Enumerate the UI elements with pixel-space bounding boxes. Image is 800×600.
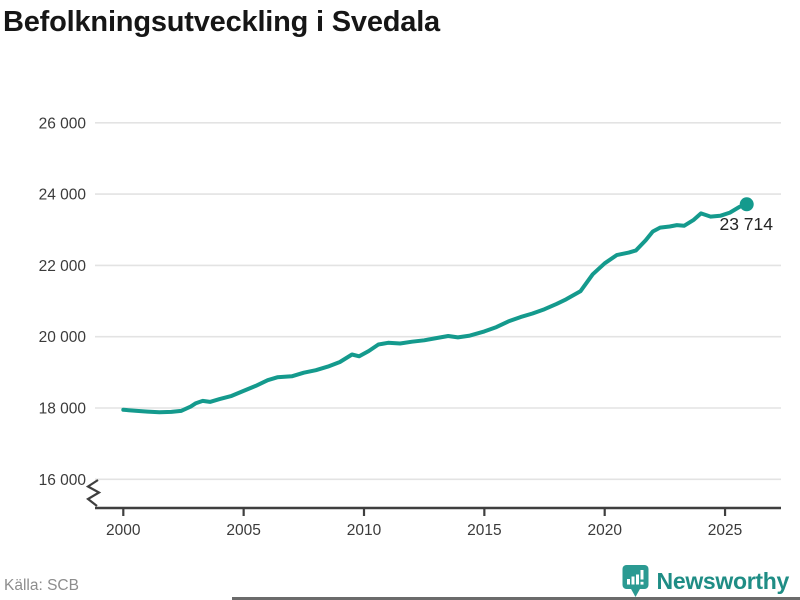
source-label: Källa: SCB bbox=[4, 577, 79, 594]
x-tick-label: 2015 bbox=[467, 522, 501, 539]
x-tick-label: 2010 bbox=[347, 522, 382, 539]
x-tick-label: 2020 bbox=[587, 522, 622, 539]
chart-title: Befolkningsutveckling i Svedala bbox=[3, 6, 440, 38]
bar-chart-speech-bubble-icon bbox=[622, 565, 649, 597]
y-tick-label: 26 000 bbox=[39, 115, 87, 132]
population-line bbox=[121, 202, 749, 415]
last-value-label: 23 714 bbox=[719, 214, 773, 234]
brand-name: Newsworthy bbox=[656, 567, 790, 594]
y-tick-label: 16 000 bbox=[39, 472, 87, 489]
y-tick-label: 22 000 bbox=[39, 258, 87, 275]
y-tick-label: 20 000 bbox=[39, 329, 87, 346]
y-tick-label: 18 000 bbox=[39, 401, 87, 418]
x-tick-label: 2005 bbox=[226, 522, 260, 539]
horizontal-scrollbar-thumb[interactable] bbox=[232, 597, 800, 600]
y-tick-label: 24 000 bbox=[39, 187, 87, 204]
last-point-dot bbox=[739, 197, 754, 212]
axis-break-icon bbox=[85, 479, 102, 507]
newsworthy-branding: Newsworthy bbox=[621, 564, 789, 598]
x-tick-label: 2025 bbox=[708, 522, 742, 539]
x-tick-label: 2000 bbox=[106, 522, 141, 539]
